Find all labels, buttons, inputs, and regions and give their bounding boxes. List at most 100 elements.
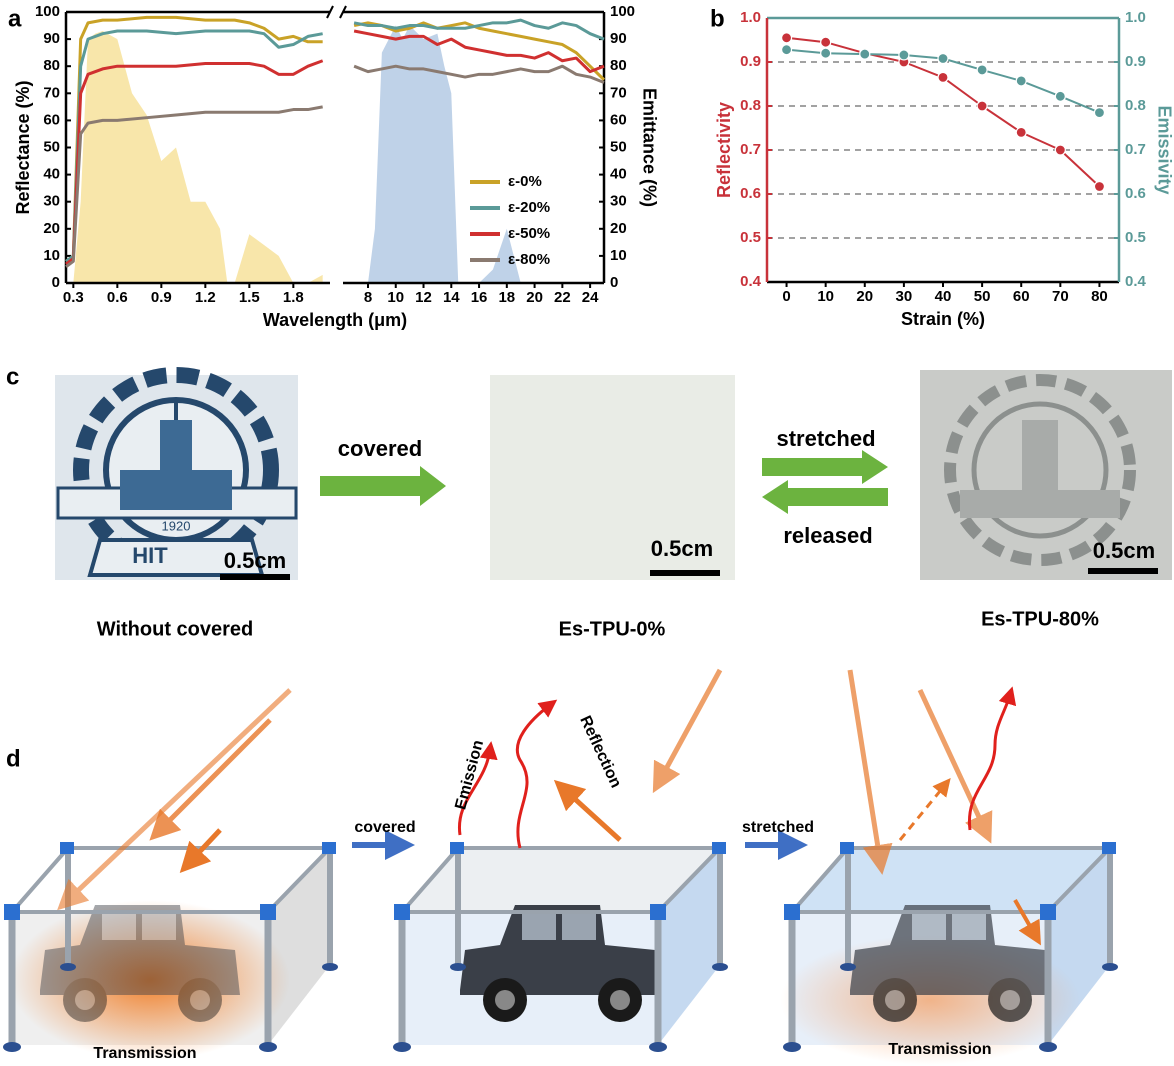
y2-tick-label: 0.8: [1125, 97, 1146, 114]
x-axis-label: Wavelength (μm): [263, 310, 407, 330]
legend-label: ε-50%: [508, 225, 550, 242]
y-tick-label: 0.9: [740, 53, 761, 70]
spectrum-band: [354, 25, 604, 284]
y-tick-label: 90: [43, 30, 60, 47]
y2-tick-label: 0.9: [1125, 53, 1146, 70]
scale-label: 0.5cm: [224, 548, 286, 573]
x-tick-label: 0.6: [107, 289, 128, 306]
y-tick-label: 0.7: [740, 141, 761, 158]
x-tick-label: 1.8: [283, 289, 304, 306]
x-tick-label: 14: [443, 289, 460, 306]
x-tick-label: 0.9: [151, 289, 172, 306]
y2-tick-label: 60: [610, 111, 627, 128]
marker: [780, 32, 793, 44]
marker: [1015, 75, 1027, 87]
marker: [859, 48, 871, 60]
y2-tick-label: 0.7: [1125, 141, 1146, 158]
canopy-covered: [393, 668, 728, 1052]
x-tick-label: 20: [856, 288, 873, 305]
arrow-label: covered: [354, 819, 415, 836]
series-line: [65, 18, 605, 263]
legend-label: ε-20%: [508, 199, 550, 216]
series-line: [65, 15, 606, 263]
marker: [780, 44, 793, 56]
y2-tick-label: 100: [610, 3, 635, 20]
y2-tick-label: 50: [610, 138, 627, 155]
y2-tick-label: 40: [610, 166, 627, 183]
x-tick-label: 10: [387, 289, 404, 306]
y-tick-label: 50: [43, 138, 60, 155]
y-tick-label: 10: [43, 247, 60, 264]
legend-label: ε-80%: [508, 251, 550, 268]
x-tick-label: 24: [582, 289, 599, 306]
y-axis-label: Reflectivity: [714, 102, 734, 198]
marker: [1093, 106, 1106, 119]
y-tick-label: 0.8: [740, 97, 761, 114]
arrow-label: covered: [338, 436, 422, 461]
x-tick-label: 10: [817, 288, 834, 305]
marker: [1054, 144, 1066, 156]
panel-label: c: [6, 363, 19, 390]
marker: [898, 49, 910, 61]
marker: [1015, 126, 1027, 138]
y2-tick-label: 20: [610, 220, 627, 237]
axis-break: [339, 5, 347, 19]
arrow-label: released: [783, 523, 872, 548]
series-line: [65, 64, 605, 268]
x-tick-label: 12: [415, 289, 432, 306]
panel-label: d: [6, 745, 21, 772]
x-axis-label: Strain (%): [901, 309, 985, 329]
y2-axis-label: Emissivity: [1154, 105, 1174, 194]
panel-label: a: [8, 5, 22, 32]
canopy-stretched: [780, 669, 1118, 1065]
y2-tick-label: 0.4: [1125, 273, 1147, 290]
y2-tick-label: 0: [610, 274, 618, 291]
scale-bar: [1088, 568, 1158, 574]
y2-tick-label: 70: [610, 84, 627, 101]
x-tick-label: 16: [471, 289, 488, 306]
marker: [976, 100, 988, 112]
scale-label: 0.5cm: [651, 536, 713, 561]
y2-tick-label: 10: [610, 247, 627, 264]
x-tick-label: 40: [935, 288, 952, 305]
y-tick-label: 100: [35, 3, 60, 20]
x-tick-label: 60: [1013, 288, 1030, 305]
y2-tick-label: 80: [610, 57, 627, 74]
x-tick-label: 0.3: [63, 289, 84, 306]
axis-break: [326, 5, 334, 19]
marker: [820, 47, 832, 59]
caption: Without covered: [97, 618, 254, 640]
scale-label: 0.5cm: [1093, 538, 1155, 563]
marker: [937, 52, 949, 65]
y2-tick-label: 0.5: [1125, 229, 1146, 246]
caption: Es-TPU-0%: [559, 618, 666, 640]
y-tick-label: 1.0: [740, 9, 761, 26]
y2-tick-label: 0.6: [1125, 185, 1146, 202]
photo-logo: 1920 HIT: [55, 367, 298, 580]
spectrum-band: [73, 30, 323, 283]
y-tick-label: 0.5: [740, 229, 761, 246]
x-tick-label: 1.5: [239, 289, 260, 306]
legend-label: ε-0%: [508, 173, 542, 190]
y2-axis-label: Emittance (%): [639, 88, 659, 207]
y2-tick-label: 1.0: [1125, 9, 1146, 26]
arrow: [762, 450, 888, 484]
logo-letters: HIT: [132, 543, 168, 568]
x-tick-label: 8: [364, 289, 372, 306]
y-tick-label: 20: [43, 220, 60, 237]
panel-label: b: [710, 5, 725, 32]
x-tick-label: 30: [896, 288, 913, 305]
marker: [820, 36, 832, 48]
y-tick-label: 60: [43, 111, 60, 128]
arrow-label: stretched: [742, 819, 814, 836]
y-tick-label: 70: [43, 84, 60, 101]
y-tick-label: 80: [43, 57, 60, 74]
caption: Es-TPU-80%: [981, 608, 1099, 630]
photo-stretched: [920, 370, 1172, 580]
reflection-label: Reflection: [576, 713, 624, 790]
arrow: [320, 466, 446, 506]
y-tick-label: 0: [52, 274, 60, 291]
x-tick-label: 1.2: [195, 289, 216, 306]
marker: [976, 64, 988, 76]
